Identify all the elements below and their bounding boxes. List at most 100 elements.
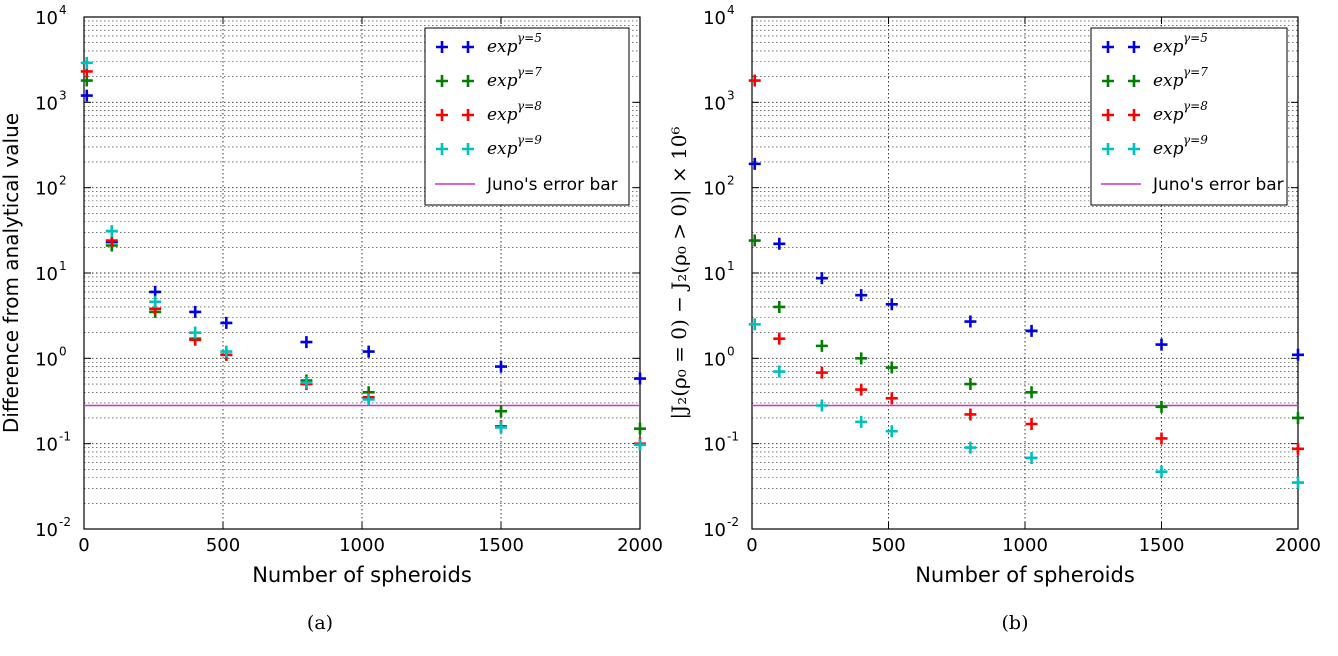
- y-tick-exponent: -2: [59, 515, 71, 529]
- data-point: [964, 441, 977, 454]
- legend-label-superscript: γ=9: [517, 133, 542, 147]
- y-tick-label: 10: [703, 8, 726, 29]
- legend-label-superscript: γ=5: [517, 31, 542, 45]
- y-tick-label: 10: [35, 264, 58, 285]
- series-4: [80, 56, 646, 451]
- y-tick-exponent: 0: [59, 344, 67, 358]
- x-tick-label: 500: [206, 535, 240, 556]
- data-point: [885, 392, 898, 405]
- data-point: [1155, 338, 1168, 351]
- series-1: [748, 157, 1304, 361]
- x-tick-label: 1000: [339, 535, 385, 556]
- y-tick-exponent: 2: [59, 174, 67, 188]
- y-tick-exponent: -1: [727, 430, 739, 444]
- x-tick-label: 1500: [478, 535, 524, 556]
- legend-marker: [436, 41, 448, 53]
- data-point: [748, 157, 761, 170]
- legend-box: [1090, 27, 1288, 206]
- x-tick-label: 1000: [1002, 535, 1048, 556]
- data-point: [189, 326, 202, 339]
- data-point: [964, 408, 977, 421]
- data-point: [748, 74, 761, 87]
- series-2: [748, 234, 1304, 424]
- legend-marker: [462, 41, 474, 53]
- y-tick-label: 10: [35, 435, 58, 456]
- legend-marker: [462, 109, 474, 121]
- y-tick-exponent: 3: [727, 88, 735, 102]
- legend-label: exp: [487, 139, 518, 159]
- x-tick-label: 0: [746, 535, 757, 556]
- x-tick-label: 500: [871, 535, 905, 556]
- data-point: [815, 366, 828, 379]
- legend-marker: [462, 75, 474, 87]
- series-4: [748, 318, 1304, 489]
- legend-label: exp: [1153, 105, 1184, 125]
- legend-marker: [1128, 109, 1140, 121]
- y-axis-label: |J₂(ρ₀ = 0) − J₂(ρ₀ > 0)| × 10⁶: [667, 126, 692, 419]
- x-axis-label: Number of spheroids: [252, 563, 472, 587]
- legend-label: exp: [1153, 139, 1184, 159]
- data-point: [300, 336, 313, 349]
- legend-marker: [1102, 41, 1114, 53]
- legend-label-superscript: γ=8: [1183, 99, 1208, 113]
- caption-b: (b): [1001, 612, 1029, 634]
- data-point: [1025, 418, 1038, 431]
- y-tick-label: 10: [703, 179, 726, 200]
- y-tick-label: 10: [703, 93, 726, 114]
- legend-marker: [436, 143, 448, 155]
- data-point: [815, 339, 828, 352]
- legend-label: exp: [487, 71, 518, 91]
- data-point: [80, 56, 93, 69]
- y-tick-label: 10: [35, 8, 58, 29]
- data-point: [495, 421, 507, 434]
- data-point: [855, 352, 868, 365]
- data-point: [885, 298, 898, 311]
- y-tick-label: 10: [703, 264, 726, 285]
- data-point: [1292, 442, 1304, 455]
- y-tick-exponent: 1: [727, 259, 735, 273]
- data-point: [220, 345, 233, 358]
- data-point: [495, 405, 507, 418]
- y-tick-exponent: 4: [727, 3, 735, 17]
- y-tick-label: 10: [35, 349, 58, 370]
- data-point: [300, 376, 313, 389]
- data-point: [885, 425, 898, 438]
- legend-marker: [462, 143, 474, 155]
- y-tick-exponent: 3: [59, 88, 67, 102]
- data-point: [855, 383, 868, 396]
- legend-label: exp: [1153, 37, 1184, 57]
- data-point: [1155, 432, 1168, 445]
- y-axis-label: Difference from analytical value: [0, 113, 23, 433]
- legend-label-superscript: γ=7: [1183, 65, 1208, 79]
- legend-label: exp: [487, 37, 518, 57]
- data-point: [1155, 400, 1168, 413]
- legend-marker: [1102, 75, 1114, 87]
- data-point: [220, 316, 233, 329]
- legend-label-superscript: γ=9: [1183, 133, 1208, 147]
- y-tick-exponent: 0: [727, 344, 735, 358]
- data-point: [815, 272, 828, 285]
- data-point: [495, 360, 507, 373]
- data-point: [815, 399, 828, 412]
- y-tick-exponent: -2: [727, 515, 739, 529]
- data-point: [149, 295, 162, 308]
- legend-label-superscript: γ=8: [517, 99, 542, 113]
- legend-label: Juno's error bar: [486, 175, 618, 195]
- y-tick-exponent: 1: [59, 259, 67, 273]
- data-point: [80, 89, 93, 102]
- data-point: [362, 345, 375, 358]
- data-point: [855, 415, 868, 428]
- y-tick-exponent: 2: [727, 174, 735, 188]
- legend-box: [424, 27, 630, 206]
- legend-label: exp: [487, 105, 518, 125]
- x-tick-label: 2000: [617, 535, 663, 556]
- legend-marker: [1128, 75, 1140, 87]
- legend-marker: [1128, 41, 1140, 53]
- data-point: [855, 289, 868, 302]
- data-point: [634, 372, 646, 385]
- caption-a: (a): [306, 612, 334, 634]
- data-point: [1292, 411, 1304, 424]
- series-3: [748, 74, 1304, 455]
- data-point: [964, 378, 977, 391]
